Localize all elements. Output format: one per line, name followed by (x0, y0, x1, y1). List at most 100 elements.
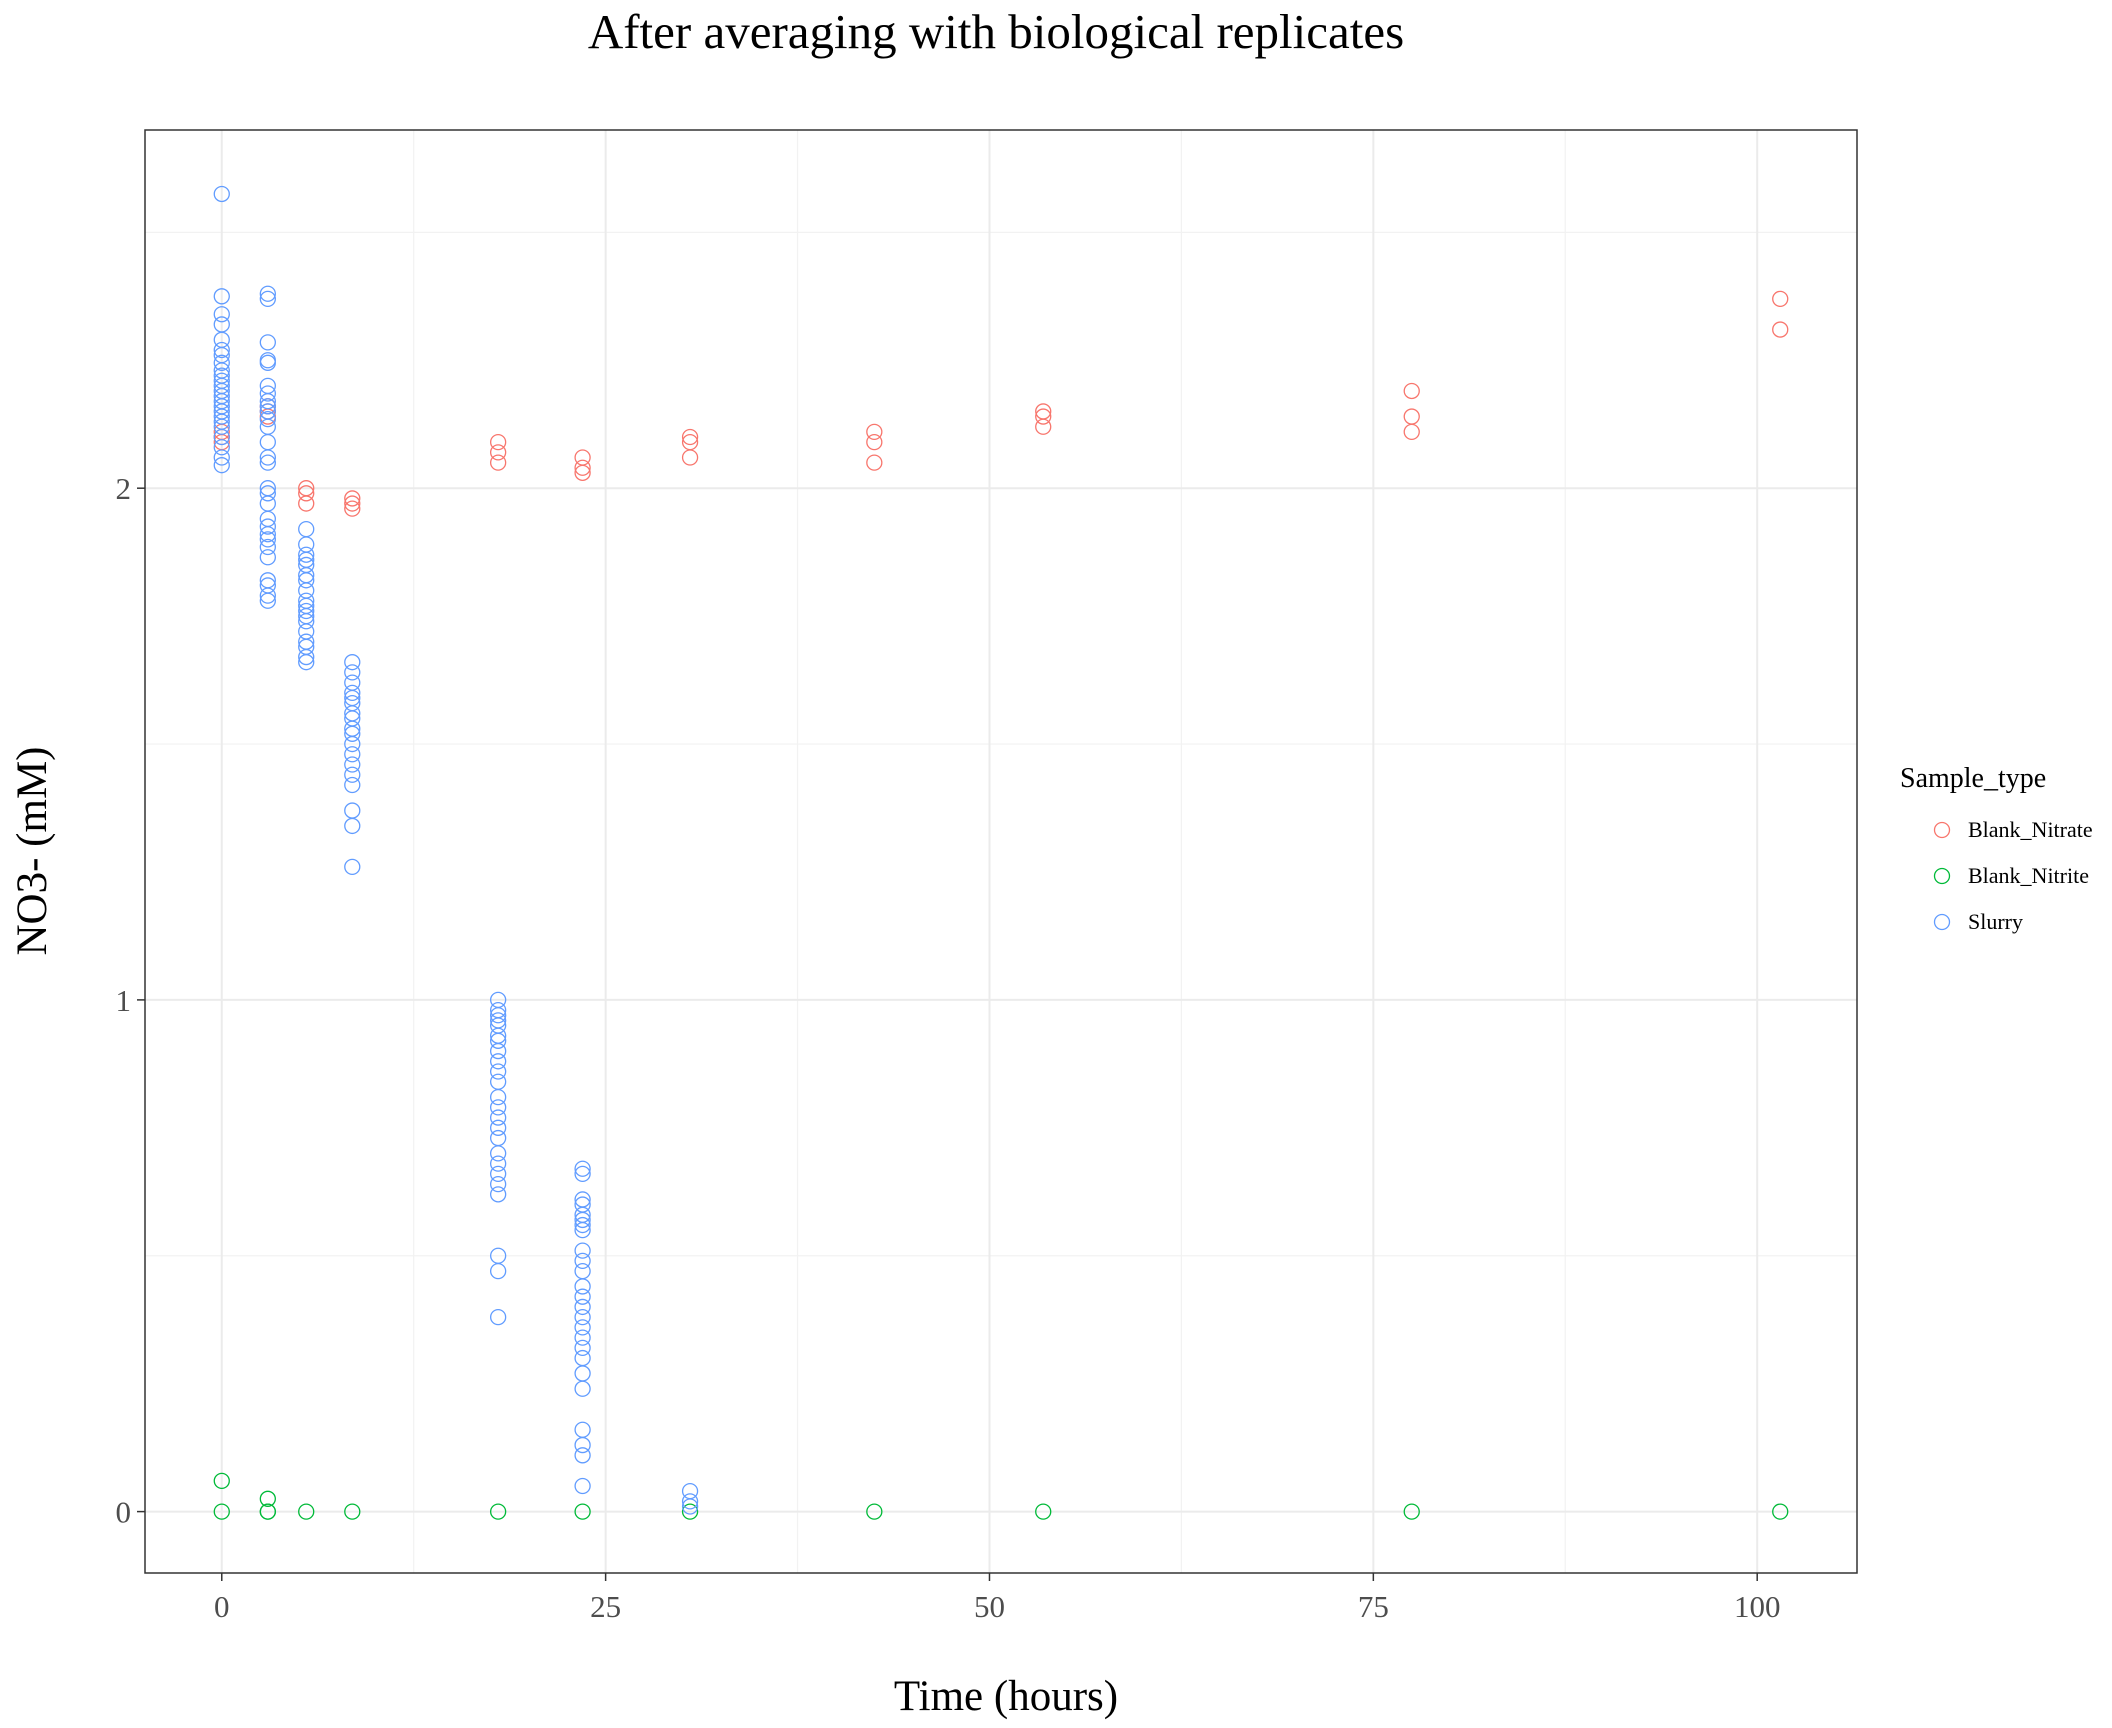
point-slurry (574, 1165, 591, 1183)
point-slurry (344, 817, 361, 835)
point-slurry (344, 664, 361, 681)
point-slurry (259, 354, 276, 371)
point-slurry (259, 290, 276, 308)
point-slurry (574, 1211, 591, 1229)
point-blank-nitrate (489, 454, 507, 471)
point-slurry (213, 341, 230, 359)
legend-key (1933, 821, 1951, 839)
point-slurry (259, 485, 276, 502)
legend-label: Blank_Nitrite (1968, 863, 2089, 888)
plot-panel (145, 130, 1857, 1573)
y-tick-label: 0 (116, 1495, 132, 1530)
point-slurry (489, 1119, 507, 1136)
y-tick-label: 1 (116, 983, 132, 1018)
point-blank-nitrite (298, 1503, 315, 1520)
axis-ticks: 0 25 50 75 100 0 1 2 (116, 471, 1781, 1624)
point-blank-nitrite (489, 1503, 507, 1520)
point-slurry (574, 1278, 591, 1295)
plot-border (144, 129, 1858, 1574)
y-tick-label: 2 (116, 471, 132, 506)
point-slurry (259, 398, 276, 415)
point-slurry (298, 572, 315, 589)
point-blank-nitrate (574, 459, 591, 476)
point-slurry (213, 185, 230, 203)
point-slurry (344, 756, 361, 773)
point-blank-nitrite (1403, 1503, 1420, 1520)
point-blank-nitrite (213, 1503, 230, 1520)
x-tick-label: 25 (590, 1589, 621, 1624)
point-blank-nitrate (1403, 408, 1420, 425)
point-blank-nitrate (1772, 290, 1789, 308)
point-blank-nitrite (866, 1503, 883, 1520)
grid-lines (145, 130, 1857, 1573)
point-slurry (259, 393, 276, 410)
point-blank-nitrate (1035, 408, 1052, 425)
point-slurry (344, 654, 361, 671)
legend-items: Blank_Nitrate Blank_Nitrite Slurry (1933, 817, 2093, 934)
point-slurry (213, 457, 230, 474)
x-axis-title: Time (hours) (894, 1673, 1118, 1720)
point-slurry (259, 526, 276, 543)
point-blank-nitrate (344, 490, 361, 507)
point-slurry (574, 1436, 591, 1454)
point-slurry (213, 428, 230, 446)
point-slurry (259, 385, 276, 402)
point-slurry (259, 334, 276, 351)
point-slurry (489, 1063, 507, 1080)
point-slurry (489, 1032, 507, 1049)
point-blank-nitrate (1772, 321, 1789, 338)
point-slurry (574, 1319, 591, 1336)
point-slurry (213, 306, 230, 323)
point-slurry (344, 766, 361, 783)
point-slurry (298, 546, 315, 563)
point-slurry (489, 1042, 507, 1060)
point-slurry (489, 1165, 507, 1183)
point-blank-nitrate (866, 433, 883, 451)
point-blank-nitrate (866, 423, 883, 441)
point-slurry (574, 1242, 591, 1259)
point-slurry (681, 1498, 699, 1515)
legend: Sample_type Blank_Nitrate Blank_Nitrite Sl… (1900, 763, 2093, 934)
point-blank-nitrate (489, 444, 507, 461)
point-slurry (259, 549, 276, 566)
point-slurry (574, 1216, 591, 1234)
point-slurry (489, 1175, 507, 1193)
x-tick-label: 100 (1734, 1589, 1781, 1624)
point-slurry (213, 418, 230, 435)
point-slurry (213, 354, 230, 371)
point-slurry (298, 602, 315, 620)
point-slurry (574, 1329, 591, 1346)
point-blank-nitrite (259, 1490, 276, 1507)
point-blank-nitrite (1772, 1503, 1789, 1520)
point-slurry (259, 410, 276, 428)
point-blank-nitrite (681, 1503, 699, 1520)
point-blank-nitrite (574, 1503, 591, 1520)
point-blank-nitrate (681, 428, 699, 446)
point-slurry (298, 648, 315, 666)
point-blank-nitrite (1035, 1503, 1052, 1520)
point-blank-nitrate (344, 495, 361, 512)
point-slurry (259, 531, 276, 548)
point-blank-nitrate (866, 454, 883, 471)
chart-title: After averaging with biological replicat… (588, 4, 1404, 59)
point-slurry (489, 1053, 507, 1070)
point-slurry (489, 1155, 507, 1172)
point-blank-nitrate (344, 500, 361, 517)
x-tick-label: 50 (974, 1589, 1005, 1624)
point-blank-nitrate (681, 433, 699, 451)
point-slurry (489, 1262, 507, 1280)
point-slurry (298, 613, 315, 630)
point-blank-nitrate (1035, 403, 1052, 420)
point-blank-nitrite (259, 1503, 276, 1520)
point-slurry (344, 858, 361, 876)
x-tick-label: 75 (1358, 1589, 1389, 1624)
point-slurry (574, 1298, 591, 1316)
legend-title: Sample_type (1900, 763, 2046, 794)
point-blank-nitrite (213, 1472, 230, 1490)
point-slurry (344, 776, 361, 794)
point-slurry (489, 1109, 507, 1126)
point-slurry (489, 1099, 507, 1116)
point-slurry (574, 1308, 591, 1326)
point-blank-nitrate (298, 480, 315, 497)
data-points (213, 185, 1789, 1520)
